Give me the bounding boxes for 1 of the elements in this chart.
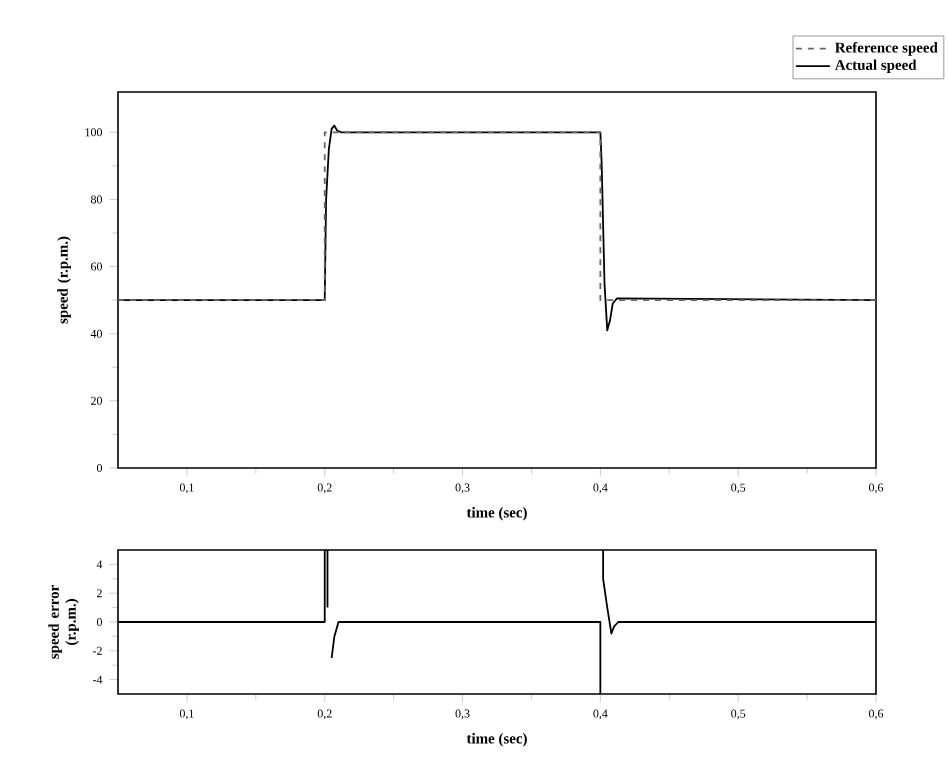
line-series: [118, 124, 876, 332]
